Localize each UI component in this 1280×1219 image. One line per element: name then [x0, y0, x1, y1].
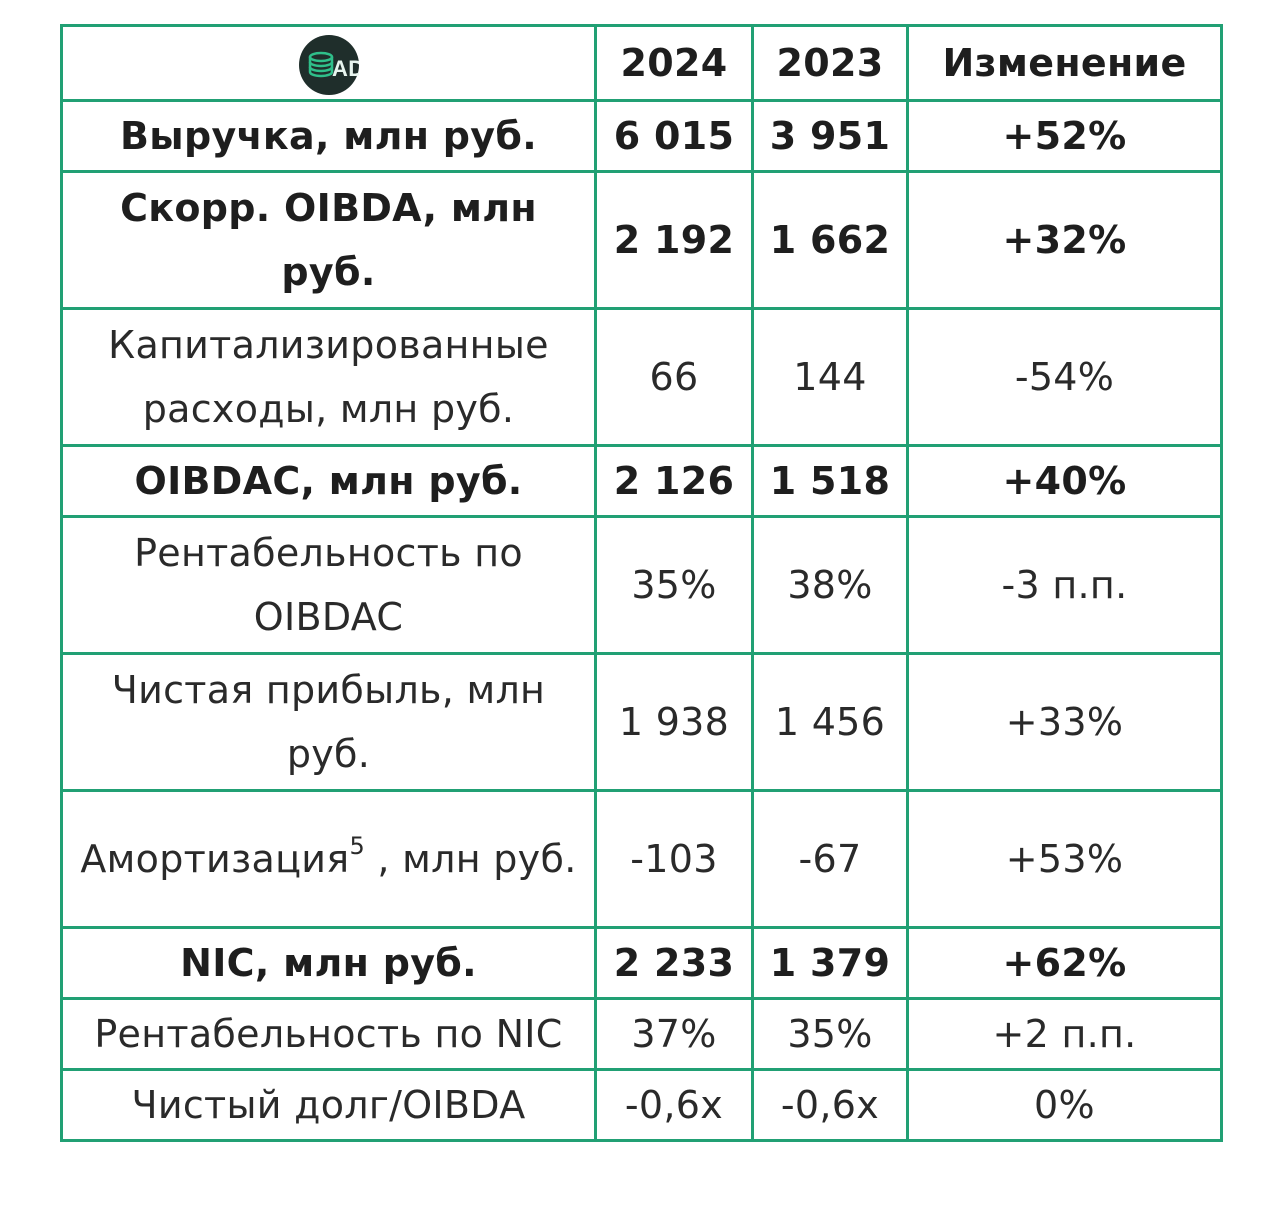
logo-text: AD	[332, 56, 359, 81]
value-2023: 144	[751, 307, 909, 447]
value-2023: 35%	[751, 997, 909, 1071]
row-label: Амортизация5 , млн руб.	[60, 789, 597, 929]
table-header-row: AD 2024 2023 Изменение	[60, 24, 1223, 102]
row-label: Скорр. OIBDA, млн руб.	[60, 170, 597, 310]
value-2023: -67	[751, 789, 909, 929]
table-row: Рентабельность по OIBDAC 35% 38% -3 п.п.	[60, 515, 1223, 655]
row-label: Чистая прибыль, млн руб.	[60, 652, 597, 792]
value-change: +40%	[906, 444, 1223, 518]
row-label: NIC, млн руб.	[60, 926, 597, 1000]
row-label-main: Амортизация	[80, 837, 350, 881]
table-row: OIBDAC, млн руб. 2 126 1 518 +40%	[60, 444, 1223, 518]
value-2024: 37%	[594, 997, 754, 1071]
value-2024: 2 233	[594, 926, 754, 1000]
value-2023: 1 379	[751, 926, 909, 1000]
table-row: NIC, млн руб. 2 233 1 379 +62%	[60, 926, 1223, 1000]
table-row: Чистый долг/OIBDA -0,6x -0,6x 0%	[60, 1068, 1223, 1142]
value-2024: 1 938	[594, 652, 754, 792]
value-2023: 38%	[751, 515, 909, 655]
row-label: Рентабельность по OIBDAC	[60, 515, 597, 655]
table-row: Скорр. OIBDA, млн руб. 2 192 1 662 +32%	[60, 170, 1223, 310]
value-2023: 1 518	[751, 444, 909, 518]
header-2023: 2023	[751, 24, 909, 102]
value-2024: -0,6x	[594, 1068, 754, 1142]
table-row: Амортизация5 , млн руб. -103 -67 +53%	[60, 789, 1223, 929]
value-2023: -0,6x	[751, 1068, 909, 1142]
value-change: +33%	[906, 652, 1223, 792]
row-label-rest: , млн руб.	[365, 837, 577, 881]
value-2024: 2 192	[594, 170, 754, 310]
value-change: -54%	[906, 307, 1223, 447]
value-2024: 35%	[594, 515, 754, 655]
value-change: 0%	[906, 1068, 1223, 1142]
financial-results-table: AD 2024 2023 Изменение Выручка, млн руб.…	[60, 24, 1223, 1142]
table-row: Чистая прибыль, млн руб. 1 938 1 456 +33…	[60, 652, 1223, 792]
table-row: Выручка, млн руб. 6 015 3 951 +52%	[60, 99, 1223, 173]
value-change: +32%	[906, 170, 1223, 310]
value-2024: 66	[594, 307, 754, 447]
value-2023: 1 662	[751, 170, 909, 310]
value-2023: 3 951	[751, 99, 909, 173]
logo-cell: AD	[60, 24, 597, 102]
value-change: +53%	[906, 789, 1223, 929]
value-2024: 6 015	[594, 99, 754, 173]
value-change: +52%	[906, 99, 1223, 173]
value-2024: -103	[594, 789, 754, 929]
header-change: Изменение	[906, 24, 1223, 102]
table-row: Капитализированные расходы, млн руб. 66 …	[60, 307, 1223, 447]
row-label: Капитализированные расходы, млн руб.	[60, 307, 597, 447]
coin-stack-icon: AD	[308, 52, 359, 81]
value-2024: 2 126	[594, 444, 754, 518]
company-logo: AD	[298, 35, 359, 96]
row-label: OIBDAC, млн руб.	[60, 444, 597, 518]
header-2024: 2024	[594, 24, 754, 102]
table-row: Рентабельность по NIC 37% 35% +2 п.п.	[60, 997, 1223, 1071]
value-change: +62%	[906, 926, 1223, 1000]
value-change: +2 п.п.	[906, 997, 1223, 1071]
row-label: Выручка, млн руб.	[60, 99, 597, 173]
value-change: -3 п.п.	[906, 515, 1223, 655]
row-label: Чистый долг/OIBDA	[60, 1068, 597, 1142]
footnote-marker: 5	[349, 832, 366, 861]
value-2023: 1 456	[751, 652, 909, 792]
row-label: Рентабельность по NIC	[60, 997, 597, 1071]
